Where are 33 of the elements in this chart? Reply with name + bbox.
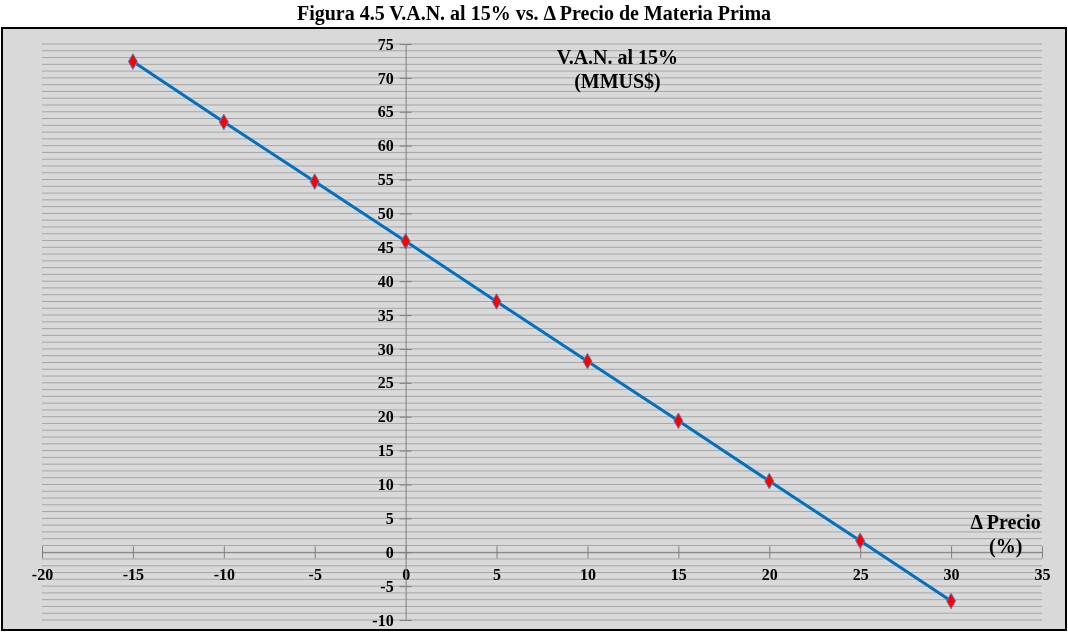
x-tick-label: 0 (402, 566, 411, 584)
x-tick-label: -10 (213, 566, 235, 584)
y-tick-label: 35 (377, 306, 394, 324)
y-tick-label: 60 (377, 137, 394, 155)
y-tick-label: 55 (377, 171, 394, 189)
y-tick-label: 50 (377, 205, 394, 223)
y-tick-label: 0 (385, 543, 394, 561)
y-tick-label: 30 (377, 340, 394, 358)
y-tick-label: 5 (385, 509, 394, 527)
y-tick-label: 45 (377, 238, 394, 256)
y-tick-label: 40 (377, 272, 394, 290)
x-tick-label: 30 (943, 566, 960, 584)
y-tick-label: 25 (377, 374, 394, 392)
y-tick-label: 20 (377, 408, 394, 426)
y-tick-label: 10 (377, 476, 394, 494)
chart-title: Figura 4.5 V.A.N. al 15% vs. Δ Precio de Materia Prima (296, 2, 772, 25)
y-tick-label: 65 (377, 103, 394, 121)
x-tick-label: 15 (670, 566, 687, 584)
y-tick-label: 70 (377, 69, 394, 87)
x-axis-title: Δ Precio (%) (970, 510, 1041, 558)
x-tick-label: -5 (308, 566, 322, 584)
y-axis-title: V.A.N. al 15% (MMUS$) (556, 46, 679, 94)
y-tick-label: 15 (377, 442, 394, 460)
x-tick-label: 20 (761, 566, 778, 584)
x-tick-label: 10 (579, 566, 596, 584)
x-tick-label: -20 (31, 566, 54, 584)
x-tick-label: 5 (493, 566, 502, 584)
x-tick-label: 25 (852, 566, 869, 584)
y-tick-label: 75 (377, 35, 394, 53)
y-tick-label: -10 (372, 611, 394, 629)
x-tick-label: 35 (1034, 566, 1051, 584)
x-tick-label: -15 (122, 566, 145, 584)
y-tick-label: -5 (380, 577, 394, 595)
